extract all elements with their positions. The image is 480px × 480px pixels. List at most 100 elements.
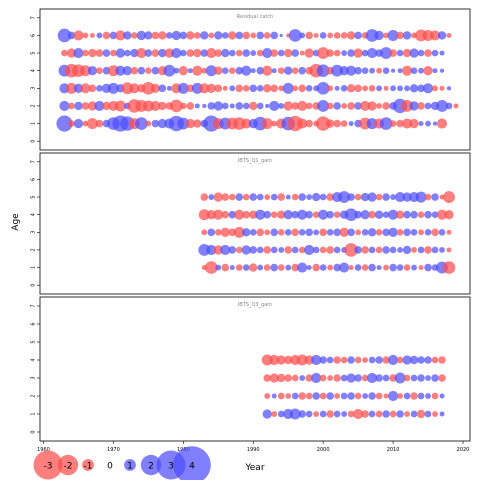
- residual-bubble: [284, 374, 292, 382]
- residual-bubble: [396, 356, 404, 364]
- residual-bubble: [333, 102, 341, 110]
- y-tick-label: 2: [31, 104, 37, 107]
- residual-bubble: [368, 410, 376, 418]
- y-tick-label: 2: [31, 248, 37, 251]
- residual-bubble: [179, 49, 187, 57]
- residual-bubble: [403, 392, 411, 400]
- residual-bubble: [144, 49, 153, 57]
- residual-bubble: [186, 49, 195, 57]
- residual-bubble: [102, 31, 111, 40]
- residual-bubble: [425, 375, 431, 381]
- residual-bubble: [347, 356, 355, 364]
- residual-bubble: [263, 84, 272, 93]
- residual-bubble: [249, 84, 258, 93]
- residual-bubble: [61, 49, 68, 57]
- residual-bubble: [418, 265, 424, 271]
- residual-bubble: [410, 374, 418, 382]
- residual-bubble: [298, 392, 306, 400]
- residual-bubble: [347, 410, 355, 418]
- residual-bubble: [375, 374, 383, 382]
- residual-bubble: [193, 119, 202, 128]
- residual-bubble: [305, 119, 313, 128]
- residual-bubble: [242, 193, 250, 201]
- residual-bubble: [317, 100, 330, 112]
- residual-bubble: [221, 210, 230, 219]
- residual-bubble: [129, 83, 140, 94]
- panel-title: Residual catch: [237, 14, 273, 20]
- panel-frame: [39, 8, 471, 151]
- residual-bubble: [285, 264, 292, 271]
- y-tick-label: 4: [31, 69, 37, 72]
- residual-bubble: [389, 263, 397, 272]
- residual-bubble: [115, 30, 126, 41]
- legend-label: -3: [44, 462, 53, 472]
- residual-bubble: [409, 118, 419, 129]
- residual-bubble: [361, 374, 369, 382]
- residual-bubble: [410, 410, 418, 418]
- y-tick-label: 6: [31, 322, 37, 325]
- residual-bubble: [431, 356, 439, 364]
- residual-bubble: [388, 354, 399, 366]
- residual-bubble: [338, 191, 351, 203]
- residual-bubble: [438, 228, 446, 236]
- residual-bubble: [425, 120, 431, 127]
- panel-title: IBTS_Q1_gam: [238, 158, 272, 164]
- residual-bubble: [402, 31, 412, 40]
- residual-bubble: [256, 66, 265, 75]
- residual-bubble: [375, 392, 383, 400]
- residual-bubble: [353, 408, 364, 420]
- residual-bubble: [333, 263, 341, 272]
- residual-bubble: [82, 120, 89, 127]
- residual-bubble: [265, 103, 270, 108]
- residual-bubble: [333, 211, 341, 219]
- residual-bubble: [214, 66, 223, 75]
- residual-bubble: [383, 85, 389, 91]
- legend-bubble: [124, 459, 136, 471]
- residual-bubble: [313, 229, 320, 236]
- residual-bubble: [340, 374, 348, 382]
- residual-bubble: [96, 32, 103, 39]
- residual-bubble: [326, 193, 334, 201]
- residual-bubble: [368, 210, 376, 219]
- residual-bubble: [297, 118, 308, 129]
- y-tick-label: 3: [31, 87, 37, 90]
- y-tick-label: 3: [31, 376, 37, 379]
- legend-bubble: [140, 454, 162, 476]
- residual-bubble: [235, 193, 244, 201]
- residual-bubble: [380, 47, 393, 59]
- residual-bubble: [151, 66, 160, 75]
- residual-bubble: [397, 393, 404, 399]
- residual-bubble: [375, 410, 383, 418]
- residual-bubble: [173, 67, 180, 74]
- residual-bubble: [383, 264, 390, 271]
- residual-bubble: [326, 356, 334, 364]
- residual-bubble: [264, 229, 271, 236]
- residual-bubble: [446, 32, 452, 38]
- y-tick-label: 7: [31, 160, 37, 163]
- residual-bubble: [202, 103, 207, 108]
- residual-bubble: [311, 372, 322, 384]
- residual-bubble: [445, 102, 453, 110]
- residual-bubble: [95, 49, 104, 57]
- residual-bubble: [347, 102, 355, 110]
- residual-bubble: [256, 102, 264, 110]
- residual-bubble: [73, 30, 84, 41]
- y-tick-label: 0: [31, 430, 37, 433]
- residual-bubble: [193, 32, 201, 39]
- residual-bubble: [291, 193, 299, 201]
- legend-label: 3: [168, 462, 174, 472]
- residual-bubble: [200, 31, 209, 40]
- residual-bubble: [382, 374, 390, 382]
- residual-bubble: [241, 65, 252, 76]
- residual-bubble: [346, 65, 357, 76]
- residual-bubble: [436, 118, 448, 129]
- residual-bubble: [264, 194, 271, 200]
- residual-bubble: [396, 264, 404, 271]
- residual-bubble: [256, 228, 265, 237]
- residual-bubble: [431, 49, 439, 57]
- residual-bubble: [313, 32, 319, 38]
- residual-bubble: [249, 263, 258, 272]
- residual-bubble: [221, 48, 230, 58]
- residual-bubble: [233, 226, 245, 238]
- residual-bubble: [354, 374, 362, 382]
